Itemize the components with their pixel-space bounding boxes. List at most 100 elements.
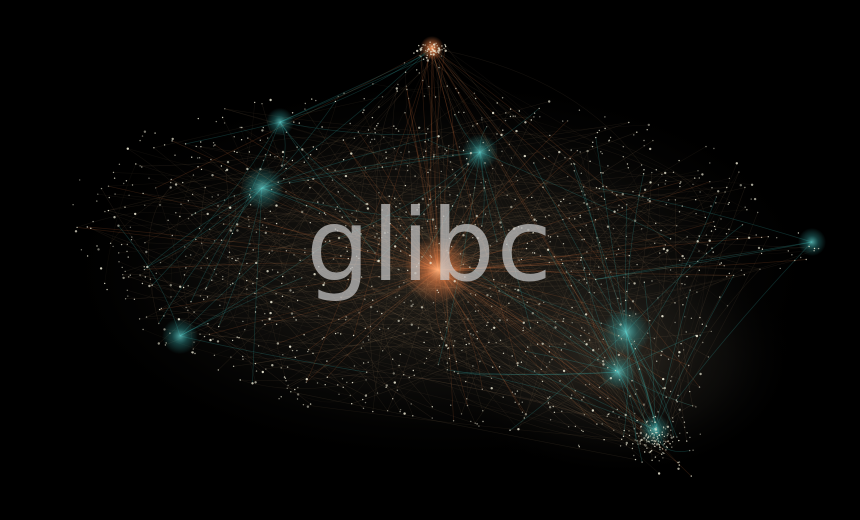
- graph-node: [464, 276, 466, 278]
- graph-node: [114, 193, 116, 195]
- graph-node: [787, 250, 789, 252]
- graph-node: [421, 227, 423, 229]
- hub-edge: [457, 371, 619, 375]
- graph-edge: [397, 84, 448, 90]
- graph-node: [466, 140, 469, 143]
- graph-node: [117, 224, 120, 227]
- graph-node: [625, 441, 628, 445]
- graph-node: [360, 347, 363, 349]
- graph-node: [355, 219, 357, 221]
- graph-node: [628, 430, 630, 432]
- graph-node: [367, 250, 369, 252]
- graph-edge: [424, 141, 635, 429]
- graph-node: [580, 429, 583, 432]
- graph-node: [324, 384, 326, 386]
- graph-node: [616, 254, 618, 256]
- graph-node: [598, 187, 600, 190]
- graph-node: [159, 261, 162, 264]
- graph-node: [439, 331, 441, 333]
- graph-node: [159, 204, 161, 206]
- graph-node: [283, 178, 285, 180]
- graph-node: [185, 255, 187, 257]
- graph-node: [336, 206, 338, 208]
- graph-node: [445, 344, 448, 347]
- graph-node: [496, 240, 498, 243]
- graph-node: [395, 206, 397, 208]
- graph-node: [418, 262, 420, 264]
- graph-node: [647, 332, 649, 334]
- graph-node: [392, 372, 395, 375]
- graph-edge: [671, 253, 707, 438]
- graph-node: [145, 250, 148, 254]
- graph-node: [376, 310, 378, 313]
- graph-node: [581, 399, 583, 401]
- graph-node: [446, 362, 448, 364]
- graph-node: [169, 284, 172, 287]
- graph-node: [199, 333, 201, 335]
- graph-edge: [239, 127, 364, 364]
- graph-node: [416, 49, 419, 53]
- graph-edge: [277, 156, 376, 254]
- graph-node: [522, 329, 524, 332]
- graph-node: [446, 249, 448, 251]
- graph-edge: [110, 154, 271, 244]
- graph-node: [261, 129, 264, 132]
- graph-node: [163, 144, 166, 146]
- graph-node: [385, 386, 387, 388]
- graph-node: [546, 366, 548, 368]
- graph-node: [304, 247, 306, 250]
- graph-node: [495, 342, 497, 344]
- graph-edge: [144, 205, 677, 227]
- graph-node: [309, 403, 312, 405]
- graph-node: [589, 206, 591, 209]
- graph-node: [643, 139, 645, 142]
- graph-node: [470, 420, 472, 423]
- graph-node: [697, 170, 699, 172]
- hub-edge: [279, 121, 376, 254]
- graph-node: [203, 335, 206, 338]
- graph-node: [667, 433, 669, 435]
- graph-node: [446, 85, 448, 87]
- graph-node: [254, 381, 257, 384]
- hub-edge: [437, 221, 714, 271]
- graph-node: [521, 411, 524, 413]
- graph-node: [570, 397, 572, 399]
- graph-node: [569, 336, 572, 338]
- graph-node: [430, 53, 432, 56]
- graph-node: [126, 250, 128, 253]
- graph-node: [689, 289, 691, 291]
- graph-node: [599, 396, 601, 399]
- graph-node: [581, 239, 583, 241]
- graph-node: [459, 253, 462, 255]
- graph-node: [305, 378, 308, 381]
- graph-edge: [178, 319, 367, 397]
- graph-node: [421, 256, 423, 258]
- graph-node: [514, 401, 516, 403]
- graph-node: [469, 266, 471, 268]
- graph-node: [571, 322, 573, 324]
- graph-node: [677, 461, 679, 464]
- graph-node: [492, 366, 494, 368]
- graph-node: [190, 254, 192, 256]
- graph-node: [496, 102, 498, 104]
- graph-node: [616, 408, 618, 411]
- graph-edge: [121, 154, 311, 245]
- graph-node: [702, 341, 704, 344]
- graph-node: [198, 227, 201, 230]
- graph-node: [621, 438, 623, 440]
- graph-node: [603, 198, 606, 200]
- graph-node: [141, 166, 143, 168]
- graph-node: [643, 281, 645, 283]
- graph-edge: [563, 243, 609, 368]
- graph-edge: [516, 130, 572, 165]
- graph-node: [120, 243, 123, 246]
- graph-edge: [224, 108, 498, 135]
- graph-node: [560, 200, 562, 203]
- graph-edge: [487, 274, 590, 296]
- graph-edge: [589, 219, 606, 358]
- graph-node: [367, 335, 369, 337]
- graph-edge: [583, 186, 715, 227]
- graph-node: [247, 137, 249, 139]
- graph-node: [567, 176, 569, 178]
- graph-node: [699, 191, 701, 193]
